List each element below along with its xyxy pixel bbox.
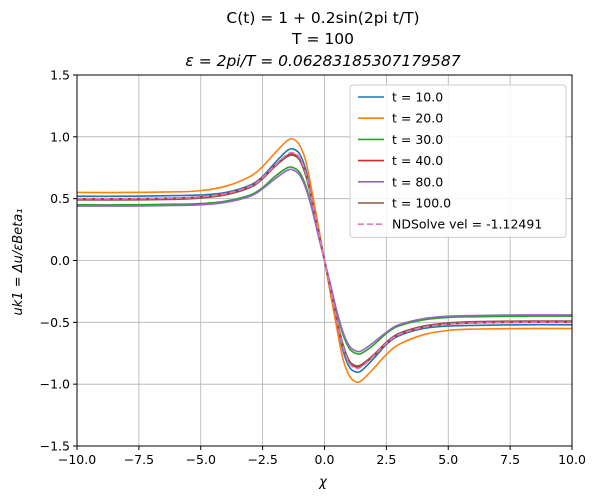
x-tick-label: 7.5 bbox=[500, 452, 520, 467]
title-line-3: ε = 2pi/T = 0.06283185307179587 bbox=[185, 52, 460, 70]
y-tick-label: −0.5 bbox=[40, 315, 70, 330]
title-line-1: C(t) = 1 + 0.2sin(2pi t/T) bbox=[226, 9, 419, 27]
plot-lines bbox=[76, 137, 573, 384]
legend: t = 10.0 t = 20.0 t = 30.0 t = 40.0 t = 80.0… bbox=[349, 84, 567, 238]
legend-label: t = 20.0 bbox=[392, 111, 443, 126]
x-tick-label: 2.5 bbox=[376, 452, 396, 467]
y-tick-label: 0.0 bbox=[50, 253, 70, 268]
legend-label: t = 40.0 bbox=[392, 153, 443, 168]
legend-label: t = 10.0 bbox=[392, 90, 443, 105]
x-tick-label: 5.0 bbox=[438, 452, 458, 467]
y-tick-label: −1.5 bbox=[40, 439, 70, 454]
x-tick-label: 0.0 bbox=[315, 452, 335, 467]
legend-label: t = 100.0 bbox=[392, 196, 451, 211]
legend-label: NDSolve vel = -1.12491 bbox=[392, 217, 542, 232]
x-axis-label: χ bbox=[318, 475, 328, 490]
x-tick-label: −10.0 bbox=[58, 452, 96, 467]
x-tick-label: −2.5 bbox=[247, 452, 277, 467]
chart-title: C(t) = 1 + 0.2sin(2pi t/T) T = 100 ε = 2… bbox=[185, 9, 460, 70]
y-tick-label: −1.0 bbox=[40, 377, 70, 392]
x-tick-label: −5.0 bbox=[186, 452, 216, 467]
x-tick-label: −7.5 bbox=[124, 452, 154, 467]
y-tick-label: 1.5 bbox=[50, 68, 70, 83]
legend-frame bbox=[349, 84, 567, 238]
legend-label: t = 30.0 bbox=[392, 132, 443, 147]
series-line-6 bbox=[76, 151, 573, 370]
x-tick-label: 10.0 bbox=[558, 452, 586, 467]
y-axis-label: uk1 = Δu/εBeta₁ bbox=[11, 209, 26, 316]
y-axis-ticks: −1.5 −1.0 −0.5 0.0 0.5 1.0 1.5 bbox=[40, 68, 77, 454]
legend-entries: t = 10.0 t = 20.0 t = 30.0 t = 40.0 t = 80.0… bbox=[358, 90, 542, 232]
y-tick-label: 0.5 bbox=[50, 191, 70, 206]
title-line-2: T = 100 bbox=[291, 30, 354, 48]
legend-label: t = 80.0 bbox=[392, 174, 443, 189]
x-axis-ticks: −10.0 −7.5 −5.0 −2.5 0.0 2.5 5.0 7.5 10.0 bbox=[58, 446, 586, 467]
y-tick-label: 1.0 bbox=[50, 129, 70, 144]
